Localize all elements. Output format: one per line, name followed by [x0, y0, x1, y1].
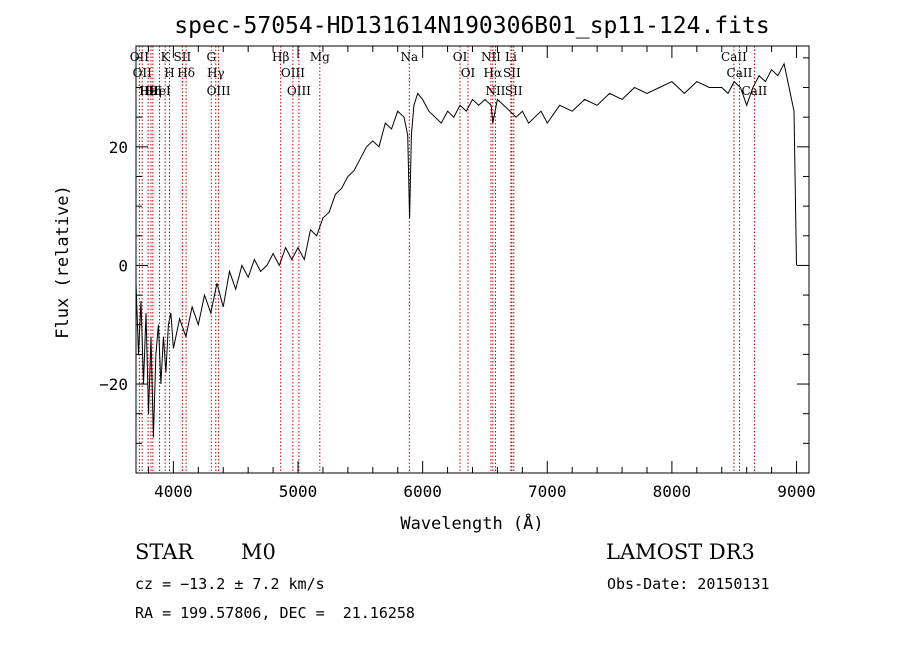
survey-name: LAMOST DR3: [606, 540, 755, 564]
spectral-line-label: CaII: [727, 66, 753, 80]
x-tick-labels: 4000 5000 6000 7000 8000 9000: [154, 482, 816, 501]
obs-date: Obs-Date: 20150131: [607, 575, 770, 593]
spectral-line-label: OIII: [287, 84, 311, 98]
coordinates: RA = 199.57806, DEC = 21.16258: [135, 604, 415, 622]
x-axis-label: Wavelength (Å): [400, 512, 543, 534]
chart-title: spec-57054-HD131614N190306B01_sp11-124.f…: [174, 13, 769, 39]
spectral-line-label: G: [206, 50, 216, 64]
spectral-line-label: Hη: [144, 84, 162, 98]
redshift-text: cz = −13.2 ± 7.2 km/s: [135, 575, 325, 593]
object-subclass: M0: [241, 540, 276, 564]
y-tick-label: −20: [99, 375, 128, 394]
spectral-line-label: CaII: [741, 84, 767, 98]
y-axis-label: Flux (relative): [53, 185, 73, 339]
spectral-line-label: OIII: [207, 84, 231, 98]
spectral-line-label: H: [164, 66, 174, 80]
spectral-line-label: Hα: [484, 66, 503, 80]
spectral-line-label: Hβ: [272, 50, 289, 64]
spectrum-line: [135, 62, 797, 438]
spectral-line-label: Mg: [310, 50, 330, 64]
spectral-line-label: SII: [505, 84, 523, 98]
y-tick-label: 0: [118, 256, 128, 275]
spectral-line-label: OII: [133, 66, 153, 80]
x-tick-label: 8000: [653, 482, 692, 501]
spectral-line-label: SII: [503, 66, 521, 80]
spectral-line-label: Hδ: [177, 66, 195, 80]
spectral-line-label: SII: [174, 50, 192, 64]
spectral-line-label: Na: [400, 50, 418, 64]
x-tick-label: 5000: [279, 482, 318, 501]
spectral-line-label: OIII: [281, 66, 305, 80]
x-tick-label: 4000: [154, 482, 193, 501]
x-tick-label: 9000: [777, 482, 816, 501]
x-tick-label: 7000: [528, 482, 567, 501]
y-tick-labels: −20 0 20: [99, 138, 128, 394]
spectral-line-label: OII: [130, 50, 150, 64]
spectral-line-label: NII: [485, 84, 505, 98]
plot-frame: [135, 45, 810, 474]
spectral-line-label: HeI: [148, 84, 171, 98]
spectral-line-label: Li: [505, 50, 517, 64]
y-tick-label: 20: [109, 138, 128, 157]
x-tick-label: 6000: [403, 482, 442, 501]
spectral-line-label: HeI: [140, 84, 163, 98]
spectral-line-label: NII: [481, 50, 501, 64]
spectral-line-label: OI: [461, 66, 476, 80]
spectral-line-label: OI: [453, 50, 468, 64]
spectral-line-label: K: [161, 50, 171, 64]
spectral-line-label: Hθ: [139, 84, 157, 98]
object-class: STAR: [135, 540, 194, 564]
spectral-line-label: Hγ: [207, 66, 225, 80]
spectral-line-label: CaII: [721, 50, 747, 64]
spectral-line-markers: OIIOIIHθHeIHηHeIKHSIIHδGHγOIIIHβOIIIOIII…: [130, 46, 768, 473]
axis-ticks: [136, 46, 809, 474]
